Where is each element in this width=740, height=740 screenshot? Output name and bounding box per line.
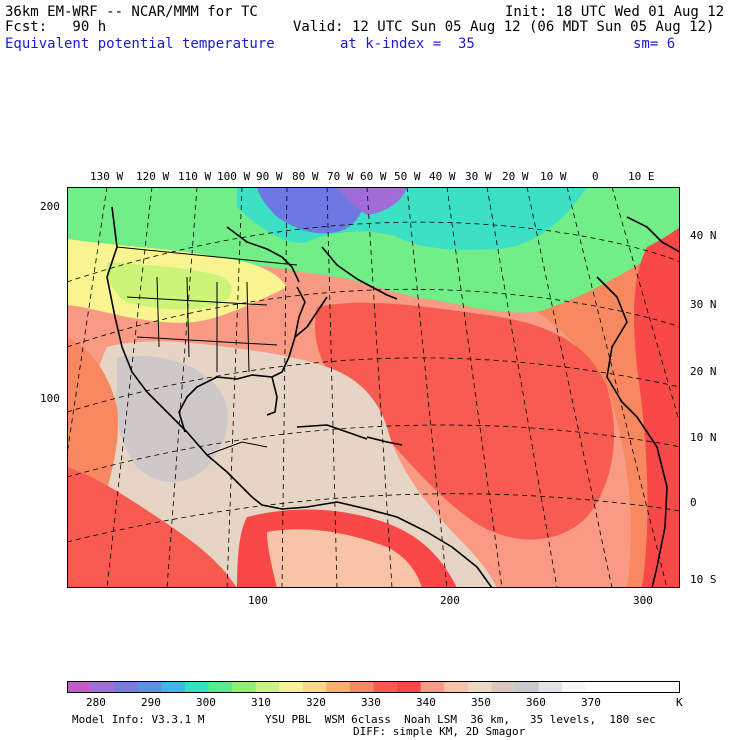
- grid-x-label: 300: [633, 594, 653, 607]
- lat-label: 30 N: [690, 298, 717, 311]
- field-name: Equivalent potential temperature: [5, 36, 275, 52]
- colorbar-frame: [67, 681, 680, 693]
- map-frame: [67, 187, 680, 588]
- lon-label: 60 W: [360, 170, 387, 183]
- colorbar-label: 360: [526, 696, 546, 709]
- colorbar-swatch: [302, 681, 327, 693]
- colorbar-swatch: [538, 681, 563, 693]
- lon-label: 10 E: [628, 170, 655, 183]
- grid-y-label: 100: [40, 392, 60, 405]
- colorbar-label: 370: [581, 696, 601, 709]
- colorbar-swatch: [444, 681, 469, 693]
- colorbar-label: 310: [251, 696, 271, 709]
- colorbar-label: 340: [416, 696, 436, 709]
- colorbar-label: 330: [361, 696, 381, 709]
- physics-info: YSU PBL WSM 6class Noah LSM 36 km, 35 le…: [265, 713, 656, 726]
- colorbar-label: 350: [471, 696, 491, 709]
- lat-label: 10 N: [690, 431, 717, 444]
- smoothing-info: sm= 6: [633, 36, 676, 52]
- colorbar-swatch: [67, 681, 92, 693]
- diffusion-info: DIFF: simple KM, 2D Smagor: [353, 725, 526, 738]
- field-fill: [267, 529, 422, 588]
- lon-label: 30 W: [465, 170, 492, 183]
- colorbar-swatch: [467, 681, 492, 693]
- field-fill: [315, 302, 615, 540]
- title-left: 36km EM-WRF -- NCAR/MMM for TC: [5, 4, 258, 20]
- lat-label: 0: [690, 496, 697, 509]
- colorbar-swatch: [161, 681, 186, 693]
- lon-label: 110 W: [178, 170, 212, 183]
- colorbar-swatch: [208, 681, 233, 693]
- colorbar-swatch: [114, 681, 139, 693]
- borders: [116, 246, 298, 456]
- colorbar-swatch: [255, 681, 280, 693]
- colorbar-swatch: [491, 681, 516, 693]
- lat-label: 40 N: [690, 229, 717, 242]
- colorbar-swatch: [420, 681, 445, 693]
- colorbar-label: 320: [306, 696, 326, 709]
- grid-y-label: 200: [40, 200, 60, 213]
- colorbar-label: 300: [196, 696, 216, 709]
- field-fill: [337, 187, 407, 215]
- colorbar-swatch: [279, 681, 304, 693]
- colorbar-swatch: [232, 681, 257, 693]
- lon-label: 100 W: [217, 170, 251, 183]
- lon-label: 130 W: [90, 170, 124, 183]
- colorbar-swatch: [373, 681, 398, 693]
- lon-label: 10 W: [540, 170, 567, 183]
- model-info: Model Info: V3.3.1 M: [72, 713, 205, 726]
- forecast-hour: Fcst: 90 h: [5, 19, 107, 35]
- lon-label: 120 W: [136, 170, 170, 183]
- theta-e-map: [67, 187, 680, 588]
- coastlines: [106, 206, 680, 588]
- field-fill: [257, 187, 367, 234]
- colorbar-swatch: [137, 681, 162, 693]
- colorbar-swatch: [184, 681, 209, 693]
- lon-label: 50 W: [394, 170, 421, 183]
- colorbar-swatch: [397, 681, 422, 693]
- level-info: at k-index = 35: [340, 36, 475, 52]
- colorbar-label: 290: [141, 696, 161, 709]
- grid-x-label: 200: [440, 594, 460, 607]
- colorbar-swatch: [349, 681, 374, 693]
- colorbar-swatch: [326, 681, 351, 693]
- lon-label: 90 W: [256, 170, 283, 183]
- colorbar-label: 280: [86, 696, 106, 709]
- colorbar-swatch: [90, 681, 115, 693]
- lon-label: 0: [592, 170, 599, 183]
- lat-label: 20 N: [690, 365, 717, 378]
- colorbar-swatch: [632, 681, 657, 693]
- valid-time: Valid: 12 UTC Sun 05 Aug 12 (06 MDT Sun …: [293, 19, 715, 35]
- grid-x-label: 100: [248, 594, 268, 607]
- colorbar-swatch: [562, 681, 587, 693]
- colorbar-swatch: [609, 681, 634, 693]
- colorbar-swatch: [585, 681, 610, 693]
- colorbar-swatch: [514, 681, 540, 693]
- lon-label: 40 W: [429, 170, 456, 183]
- init-time: Init: 18 UTC Wed 01 Aug 12: [505, 4, 725, 20]
- lon-label: 20 W: [502, 170, 529, 183]
- lon-label: 80 W: [292, 170, 319, 183]
- colorbar-swatch: [656, 681, 680, 693]
- field-fill: [67, 467, 237, 588]
- colorbar: [67, 681, 680, 693]
- lon-label: 70 W: [327, 170, 354, 183]
- colorbar-unit: K: [676, 696, 683, 709]
- lat-label: 10 S: [690, 573, 717, 586]
